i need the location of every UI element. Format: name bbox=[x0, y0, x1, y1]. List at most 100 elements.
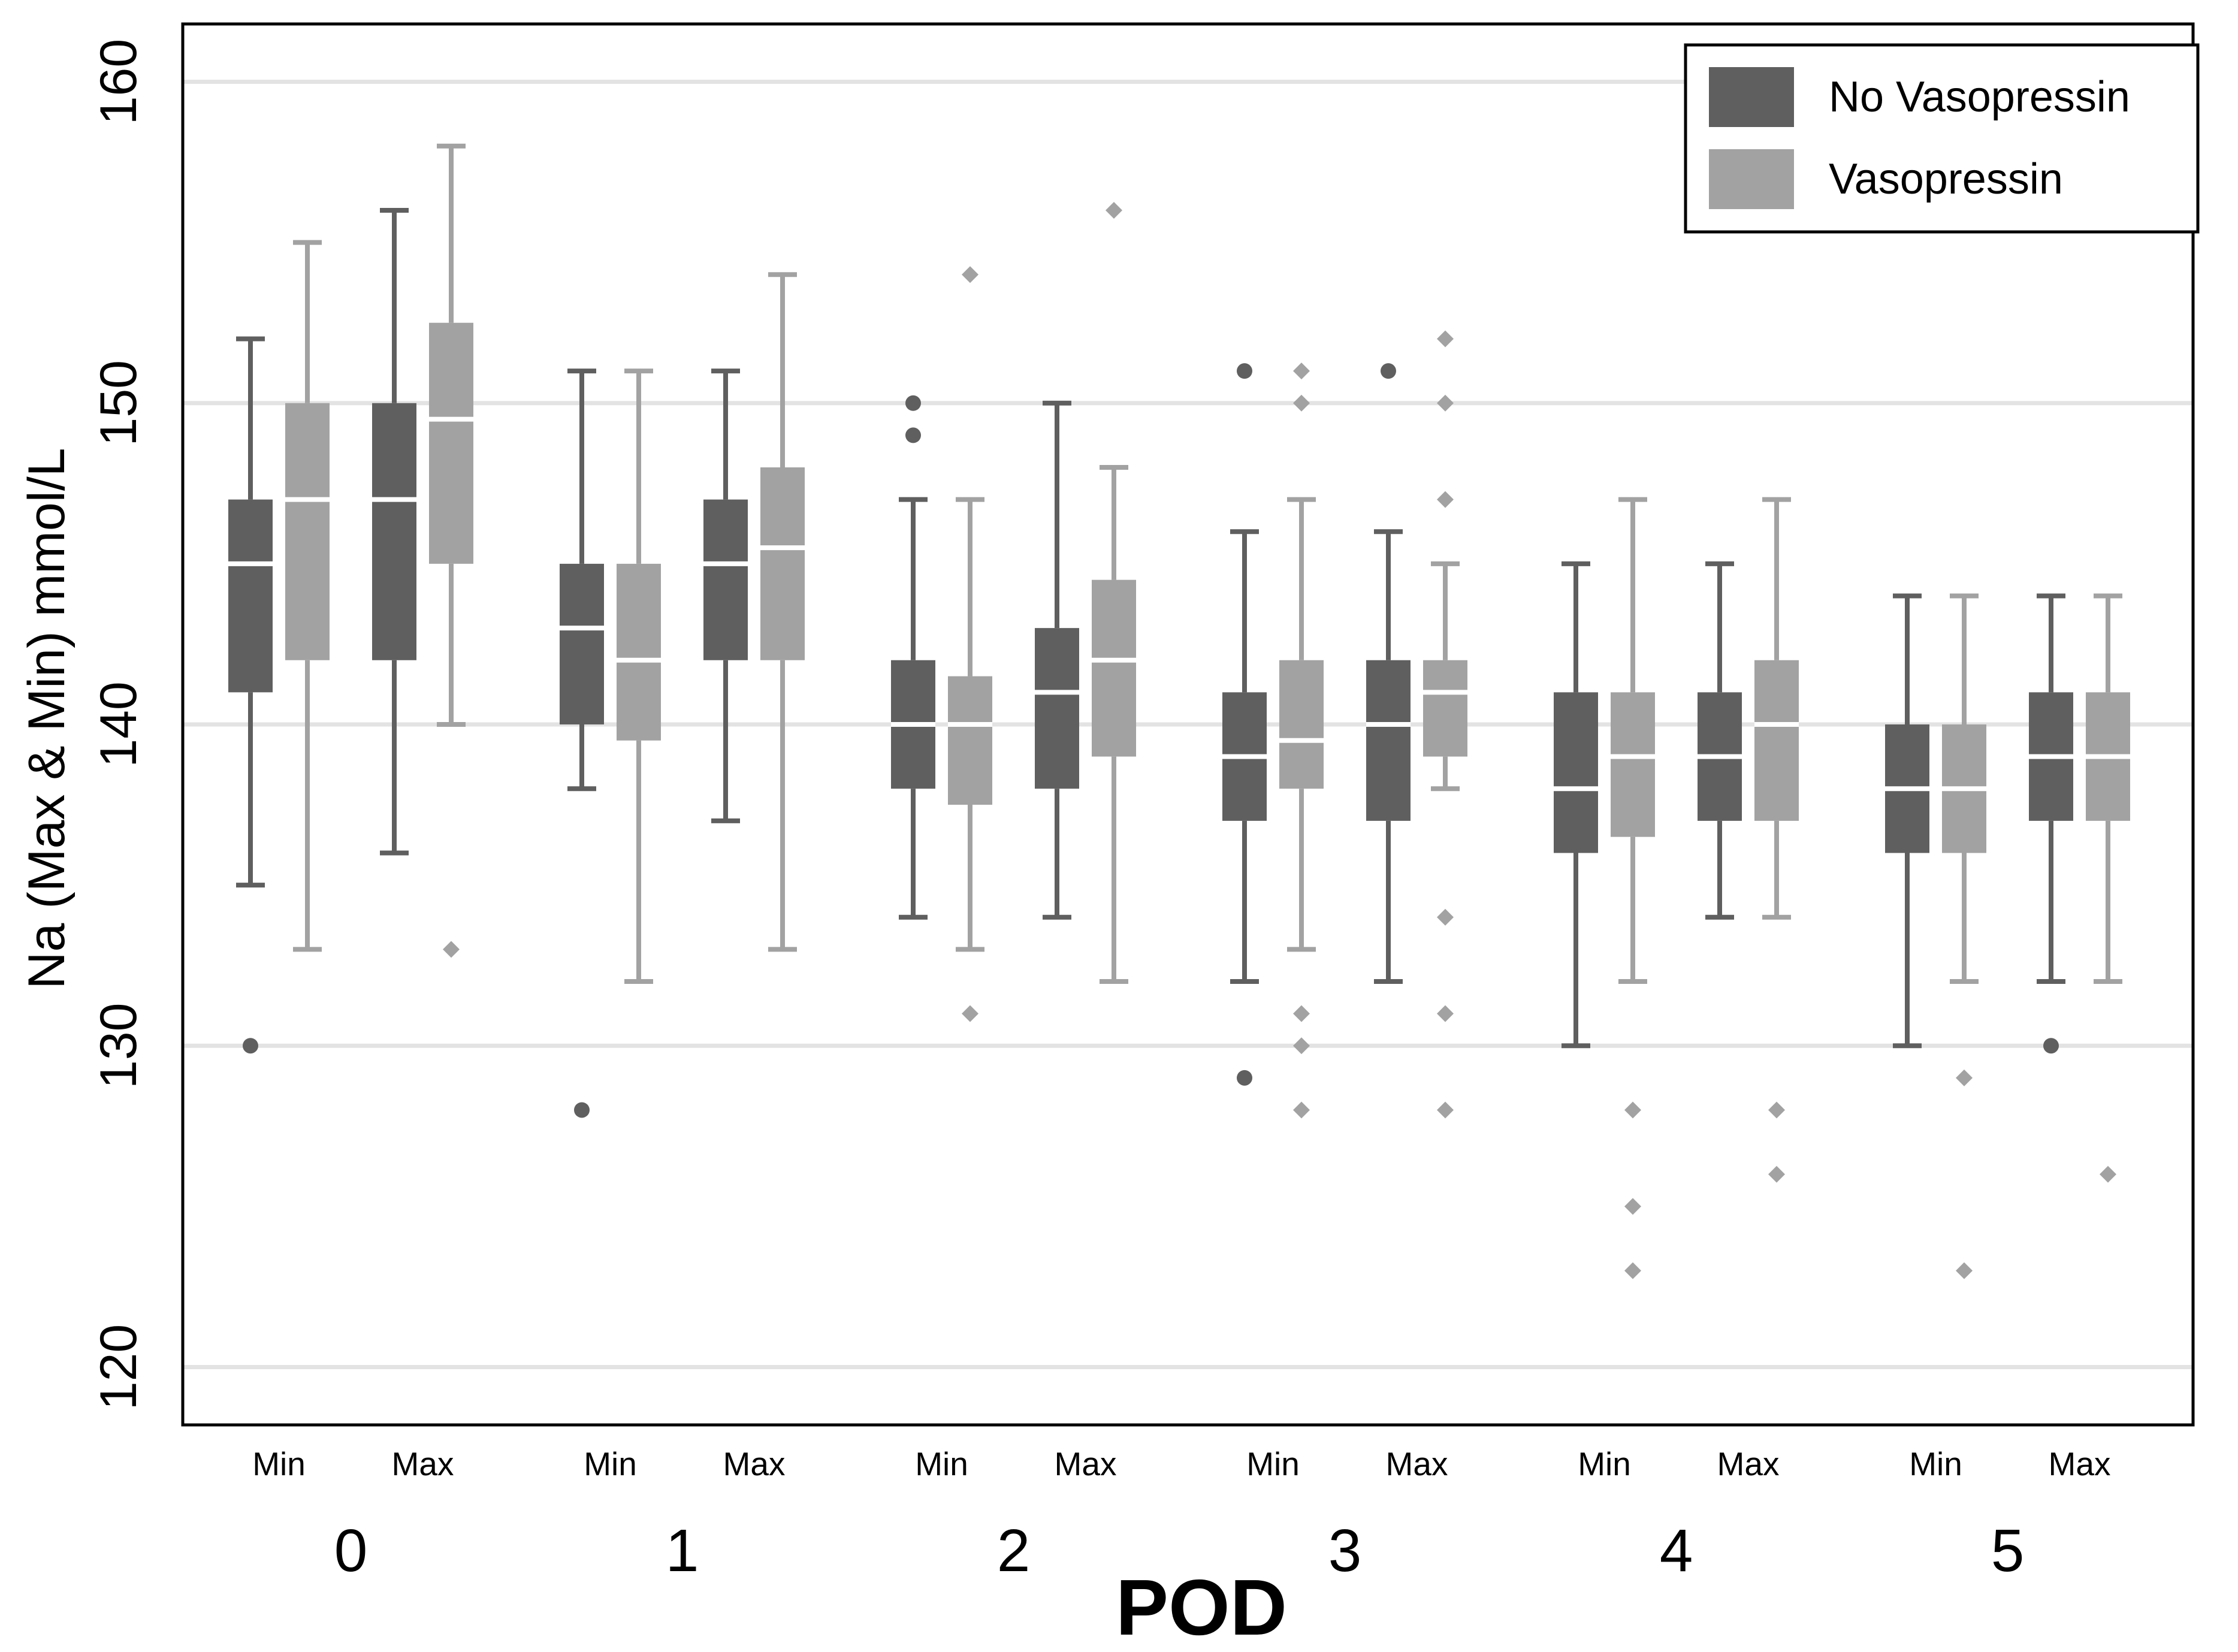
iqr-box-pod-1-min-no-vasopressin bbox=[560, 563, 604, 724]
iqr-box-pod-4-min-vasopressin bbox=[1611, 692, 1655, 837]
iqr-box-pod-1-max-no-vasopressin bbox=[703, 499, 748, 660]
outlier-pod-3-min-vasopressin-151 bbox=[1293, 363, 1310, 380]
pod-label-3: 3 bbox=[1328, 1517, 1362, 1584]
box-pod-5-min-vasopressin bbox=[1942, 593, 1986, 1279]
iqr-box-pod-1-max-vasopressin bbox=[760, 467, 805, 660]
outlier-pod-4-min-vasopressin-123 bbox=[1624, 1262, 1641, 1279]
box-pod-0-min-no-vasopressin bbox=[228, 336, 273, 1054]
outlier-pod-2-max-vasopressin-156 bbox=[1106, 202, 1122, 219]
pod-label-2: 2 bbox=[997, 1517, 1031, 1584]
iqr-box-pod-0-min-vasopressin bbox=[285, 403, 330, 660]
legend-swatch-no-vasopressin bbox=[1709, 67, 1794, 127]
box-pod-3-max-vasopressin bbox=[1423, 330, 1467, 1119]
outlier-pod-3-min-vasopressin-130 bbox=[1293, 1037, 1310, 1055]
sub-label-pod-3-max: Max bbox=[1386, 1445, 1448, 1482]
sub-label-pod-2-min: Min bbox=[915, 1445, 968, 1482]
outlier-pod-5-max-no-vasopressin-130 bbox=[2043, 1038, 2059, 1054]
outlier-pod-4-min-vasopressin-128 bbox=[1624, 1101, 1641, 1119]
sub-label-pod-4-min: Min bbox=[1578, 1445, 1631, 1482]
outlier-pod-3-max-vasopressin-131 bbox=[1437, 1005, 1454, 1022]
sub-label-pod-1-max: Max bbox=[723, 1445, 786, 1482]
sub-label-pod-5-min: Min bbox=[1909, 1445, 1962, 1482]
legend-label-no-vasopressin: No Vasopressin bbox=[1829, 73, 2130, 121]
outlier-pod-1-min-no-vasopressin-128 bbox=[574, 1102, 590, 1118]
box-pod-0-max-no-vasopressin bbox=[372, 208, 416, 856]
box-pod-0-max-vasopressin bbox=[429, 143, 473, 958]
iqr-box-pod-3-min-vasopressin bbox=[1279, 660, 1324, 789]
iqr-box-pod-2-max-vasopressin bbox=[1092, 579, 1136, 757]
box-pod-1-max-vasopressin bbox=[760, 272, 805, 952]
axes bbox=[181, 22, 2195, 1427]
y-tick-label-120: 120 bbox=[90, 1324, 147, 1411]
outlier-pod-3-min-vasopressin-128 bbox=[1293, 1101, 1310, 1119]
outlier-pod-2-min-no-vasopressin-149 bbox=[905, 427, 921, 443]
sub-label-pod-0-min: Min bbox=[252, 1445, 306, 1482]
axis-labels: 120 130 140 150 160 Min Max 0 Min Max 1 Min Max 2 Min M… bbox=[18, 39, 2110, 1651]
box-pod-4-max-vasopressin bbox=[1754, 497, 1799, 1183]
outlier-pod-3-max-vasopressin-150 bbox=[1437, 394, 1454, 412]
sub-label-pod-3-min: Min bbox=[1246, 1445, 1300, 1482]
box-pod-3-max-no-vasopressin bbox=[1366, 363, 1411, 984]
box-pod-4-min-vasopressin bbox=[1611, 497, 1655, 1279]
plot-frame bbox=[181, 22, 2195, 1427]
box-pod-1-max-no-vasopressin bbox=[703, 369, 748, 823]
outlier-pod-3-min-vasopressin-131 bbox=[1293, 1005, 1310, 1022]
y-tick-label-140: 140 bbox=[90, 681, 147, 768]
iqr-box-pod-3-max-vasopressin bbox=[1423, 660, 1467, 757]
outlier-pod-3-max-vasopressin-147 bbox=[1437, 491, 1454, 508]
box-pod-2-min-vasopressin bbox=[948, 266, 992, 1022]
iqr-box-pod-0-min-no-vasopressin bbox=[228, 499, 273, 693]
sub-label-pod-2-max: Max bbox=[1055, 1445, 1117, 1482]
outlier-pod-4-max-vasopressin-126 bbox=[1768, 1165, 1785, 1183]
box-pod-1-min-vasopressin bbox=[617, 369, 661, 984]
sub-label-pod-1-min: Min bbox=[584, 1445, 637, 1482]
y-tick-label-150: 150 bbox=[90, 360, 147, 446]
sub-label-pod-4-max: Max bbox=[1717, 1445, 1780, 1482]
iqr-box-pod-3-max-no-vasopressin bbox=[1366, 660, 1411, 821]
box-pod-3-min-no-vasopressin bbox=[1222, 363, 1267, 1086]
pod-label-1: 1 bbox=[666, 1517, 699, 1584]
outlier-pod-5-min-vasopressin-129 bbox=[1956, 1069, 1973, 1086]
outlier-pod-3-min-vasopressin-150 bbox=[1293, 394, 1310, 412]
iqr-box-pod-2-max-no-vasopressin bbox=[1035, 628, 1079, 789]
iqr-box-pod-0-max-no-vasopressin bbox=[372, 403, 416, 660]
pod-label-0: 0 bbox=[334, 1517, 368, 1584]
legend-label-vasopressin: Vasopressin bbox=[1829, 155, 2063, 203]
box-plots bbox=[228, 143, 2130, 1279]
y-tick-label-130: 130 bbox=[90, 1002, 147, 1089]
outlier-pod-4-min-vasopressin-125 bbox=[1624, 1198, 1641, 1215]
outlier-pod-3-min-no-vasopressin-151 bbox=[1237, 363, 1252, 379]
outlier-pod-3-max-vasopressin-152 bbox=[1437, 330, 1454, 348]
box-pod-5-max-no-vasopressin bbox=[2029, 593, 2073, 1054]
outlier-pod-5-min-vasopressin-123 bbox=[1956, 1262, 1973, 1279]
outlier-pod-3-max-vasopressin-128 bbox=[1437, 1101, 1454, 1119]
box-pod-2-max-vasopressin bbox=[1092, 202, 1136, 984]
box-pod-3-min-vasopressin bbox=[1279, 363, 1324, 1119]
y-tick-label-160: 160 bbox=[90, 39, 147, 125]
outlier-pod-2-min-no-vasopressin-150 bbox=[905, 395, 921, 411]
sub-label-pod-0-max: Max bbox=[392, 1445, 454, 1482]
box-pod-5-min-no-vasopressin bbox=[1885, 593, 1929, 1049]
outlier-pod-3-max-no-vasopressin-151 bbox=[1381, 363, 1396, 379]
box-pod-2-max-no-vasopressin bbox=[1035, 400, 1079, 920]
box-pod-4-min-no-vasopressin bbox=[1554, 561, 1598, 1049]
outlier-pod-0-min-no-vasopressin-130 bbox=[243, 1038, 258, 1054]
grid-lines bbox=[183, 80, 2193, 1369]
iqr-box-pod-0-max-vasopressin bbox=[429, 322, 473, 564]
x-axis-title: POD bbox=[1116, 1563, 1287, 1651]
iqr-box-pod-1-min-vasopressin bbox=[617, 563, 661, 741]
iqr-box-pod-4-min-no-vasopressin bbox=[1554, 692, 1598, 853]
y-axis-title: Na (Max & Min) mmol/L bbox=[18, 448, 75, 989]
outlier-pod-5-max-vasopressin-126 bbox=[2100, 1165, 2116, 1183]
outlier-pod-0-max-vasopressin-133 bbox=[443, 941, 460, 958]
box-pod-4-max-no-vasopressin bbox=[1698, 561, 1742, 920]
iqr-box-pod-2-min-vasopressin bbox=[948, 676, 992, 805]
outlier-pod-4-max-vasopressin-128 bbox=[1768, 1101, 1785, 1119]
pod-label-5: 5 bbox=[1991, 1517, 2025, 1584]
pod-label-4: 4 bbox=[1660, 1517, 1693, 1584]
outlier-pod-3-max-vasopressin-134 bbox=[1437, 908, 1454, 926]
legend: No Vasopressin Vasopressin bbox=[1684, 43, 2200, 234]
legend-swatch-vasopressin bbox=[1709, 149, 1794, 209]
